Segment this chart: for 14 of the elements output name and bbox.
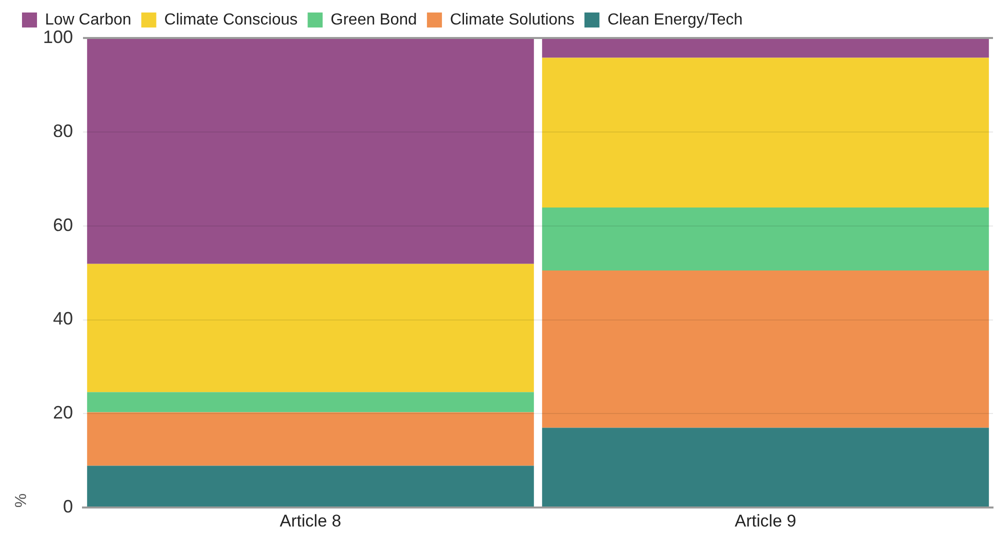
legend-label: Green Bond xyxy=(330,11,417,28)
x-tick-label: Article 9 xyxy=(734,511,796,530)
x-tick-label: Article 8 xyxy=(280,511,342,530)
legend-label: Climate Conscious xyxy=(164,11,298,28)
legend-label: Clean Energy/Tech xyxy=(607,11,743,28)
y-tick-label: 60 xyxy=(52,214,73,235)
y-tick-label: 0 xyxy=(62,496,73,517)
y-tick-label: 80 xyxy=(52,120,73,141)
y-tick-label: 40 xyxy=(52,308,73,329)
y-tick-label: 100 xyxy=(42,26,73,47)
y-tick-label: 20 xyxy=(52,402,73,423)
legend-label: Low Carbon xyxy=(45,11,132,28)
y-axis-title: % xyxy=(13,493,30,508)
legend-label: Climate Solutions xyxy=(450,11,574,28)
